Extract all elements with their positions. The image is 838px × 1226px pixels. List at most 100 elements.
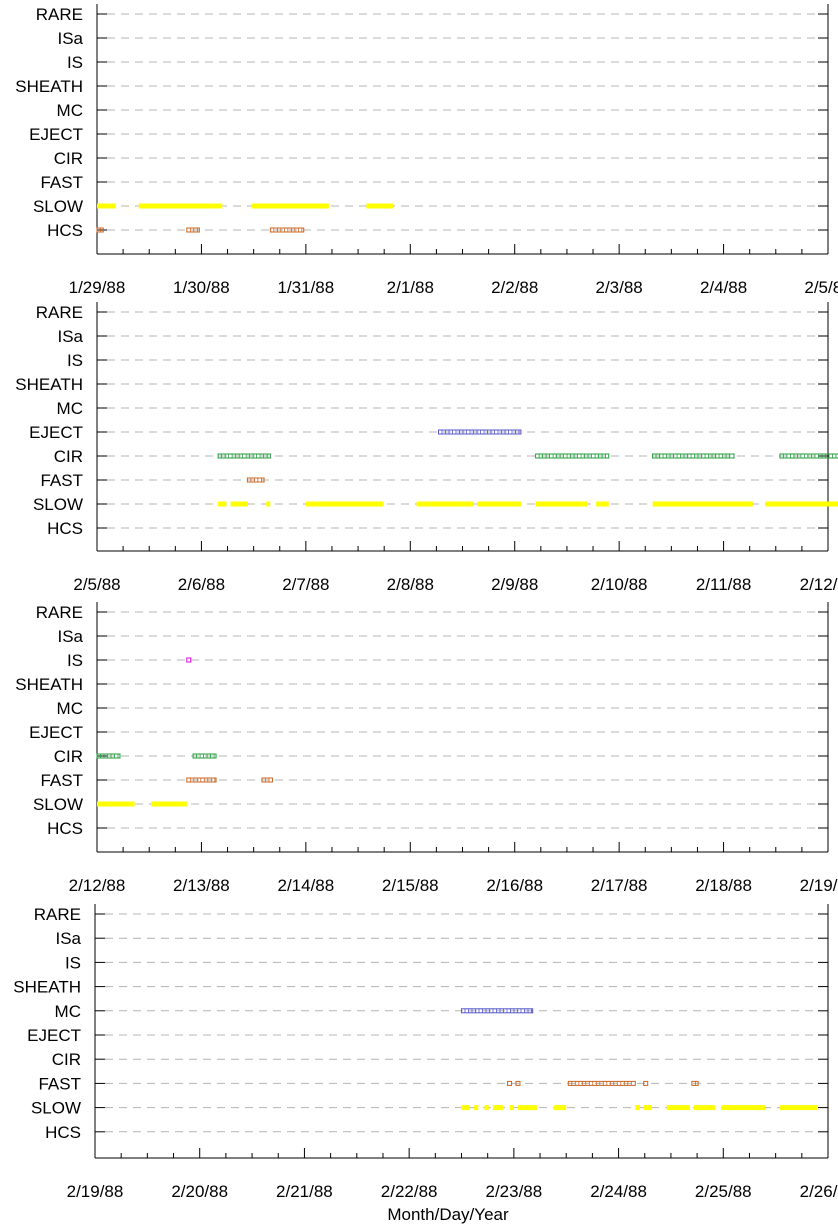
event-bar-slow [251, 203, 329, 209]
event-bar-slow [138, 203, 223, 209]
event-bar-eject [437, 429, 522, 435]
y-tick-label: SLOW [33, 197, 83, 216]
x-tick-label: 2/3/88 [596, 278, 643, 297]
y-tick-label: CIR [54, 747, 83, 766]
y-tick-label: IS [67, 651, 83, 670]
event-bar-fast [691, 1080, 699, 1086]
y-tick-label: EJECT [29, 125, 83, 144]
event-bar-is [186, 657, 192, 663]
event-bar-fast [186, 777, 217, 783]
x-tick-label: 2/12/88 [69, 876, 126, 895]
y-tick-label: CIR [52, 1050, 81, 1069]
x-tick-label: 2/20/88 [171, 1182, 228, 1201]
y-tick-label: EJECT [29, 423, 83, 442]
y-tick-label: MC [57, 699, 83, 718]
y-tick-label: HCS [47, 519, 83, 538]
x-tick-label: 2/21/88 [276, 1182, 333, 1201]
y-tick-label: FAST [40, 771, 83, 790]
y-tick-label: HCS [45, 1123, 81, 1142]
panel-4: RARE ISa IS SHEATH MC EJECT CIR FAST SLOW HCS 2/19… [13, 904, 838, 1201]
y-tick-label: SHEATH [15, 77, 83, 96]
y-tick-label: FAST [38, 1074, 81, 1093]
event-bar-slow [366, 203, 394, 209]
x-tick-label: 2/25/88 [695, 1182, 752, 1201]
y-tick-label: SHEATH [15, 675, 83, 694]
y-tick-label: IS [67, 351, 83, 370]
event-bar-slow [477, 501, 521, 507]
event-bar-hcs [186, 227, 200, 233]
event-bar-hcs [269, 227, 305, 233]
event-bar-fast [643, 1080, 649, 1086]
event-bar-slow [765, 501, 838, 507]
event-bar-slow [218, 501, 227, 507]
y-tick-label: IS [65, 953, 81, 972]
event-bar-cir [779, 453, 838, 459]
y-tick-label: SHEATH [13, 978, 81, 997]
panel-3: RARE ISa IS SHEATH MC EJECT CIR FAST SLOW HCS 2/12… [15, 602, 838, 895]
y-tick-label: SHEATH [15, 375, 83, 394]
x-tick-label: 2/22/88 [381, 1182, 438, 1201]
event-bar-slow [266, 501, 271, 507]
x-tick-label: 2/15/88 [382, 876, 439, 895]
event-bar-slow [721, 1105, 766, 1111]
event-bar-cir [652, 453, 735, 459]
x-tick-label: 2/9/88 [491, 575, 538, 594]
event-bar-slow [97, 203, 116, 209]
x-tick-label: 2/1/88 [387, 278, 434, 297]
event-bar-slow [484, 1105, 489, 1111]
y-tick-label: SLOW [31, 1099, 81, 1118]
y-tick-label: CIR [54, 447, 83, 466]
x-tick-label: 2/19/88 [800, 876, 838, 895]
x-axis-title: Month/Day/Year [387, 1205, 509, 1224]
x-tick-label: 2/8/88 [387, 575, 434, 594]
y-tick-label: RARE [36, 603, 83, 622]
x-tick-label: 2/13/88 [173, 876, 230, 895]
event-bar-slow [666, 1105, 690, 1111]
x-tick-label: 2/12/88 [800, 575, 838, 594]
x-tick-label: 1/31/88 [277, 278, 334, 297]
y-tick-label: ISa [57, 327, 83, 346]
event-bar-cir [217, 453, 271, 459]
event-bar-slow [643, 1105, 653, 1111]
x-tick-label: 1/29/88 [69, 278, 126, 297]
x-tick-label: 2/23/88 [485, 1182, 542, 1201]
y-tick-label: EJECT [29, 723, 83, 742]
y-tick-label: RARE [36, 5, 83, 24]
x-tick-label: 2/16/88 [486, 876, 543, 895]
event-bar-slow [779, 1105, 818, 1111]
event-bar-slow [509, 1105, 514, 1111]
event-bar-slow [518, 1105, 537, 1111]
x-tick-label: 2/19/88 [67, 1182, 124, 1201]
x-tick-label: 2/6/88 [178, 575, 225, 594]
event-bar-fast [246, 477, 265, 483]
y-tick-label: MC [57, 399, 83, 418]
event-bar-fast [515, 1080, 521, 1086]
event-bar-cir [535, 453, 610, 459]
event-bar-slow [97, 801, 135, 807]
y-tick-label: ISa [55, 929, 81, 948]
event-bar-slow [492, 1105, 504, 1111]
x-tick-label: 2/7/88 [282, 575, 329, 594]
x-tick-label: 2/2/88 [491, 278, 538, 297]
y-tick-label: MC [55, 1002, 81, 1021]
event-bar-slow [461, 1105, 470, 1111]
event-bar-fast [507, 1080, 513, 1086]
y-tick-label: IS [67, 53, 83, 72]
event-bar-slow [416, 501, 473, 507]
y-tick-label: ISa [57, 29, 83, 48]
x-tick-label: 2/10/88 [591, 575, 648, 594]
event-bar-slow [652, 501, 753, 507]
x-tick-label: 2/5/88 [804, 278, 838, 297]
event-bar-slow [151, 801, 187, 807]
y-tick-label: CIR [54, 149, 83, 168]
y-tick-label: EJECT [27, 1026, 81, 1045]
x-tick-label: 2/4/88 [700, 278, 747, 297]
y-tick-label: RARE [36, 303, 83, 322]
event-bar-slow [693, 1105, 715, 1111]
x-tick-label: 2/14/88 [277, 876, 334, 895]
x-tick-label: 2/18/88 [695, 876, 752, 895]
x-tick-label: 1/30/88 [173, 278, 230, 297]
panel-1: RARE ISa IS SHEATH MC EJECT CIR FAST SLOW HCS 1/29… [15, 4, 838, 297]
x-tick-label: 2/5/88 [73, 575, 120, 594]
